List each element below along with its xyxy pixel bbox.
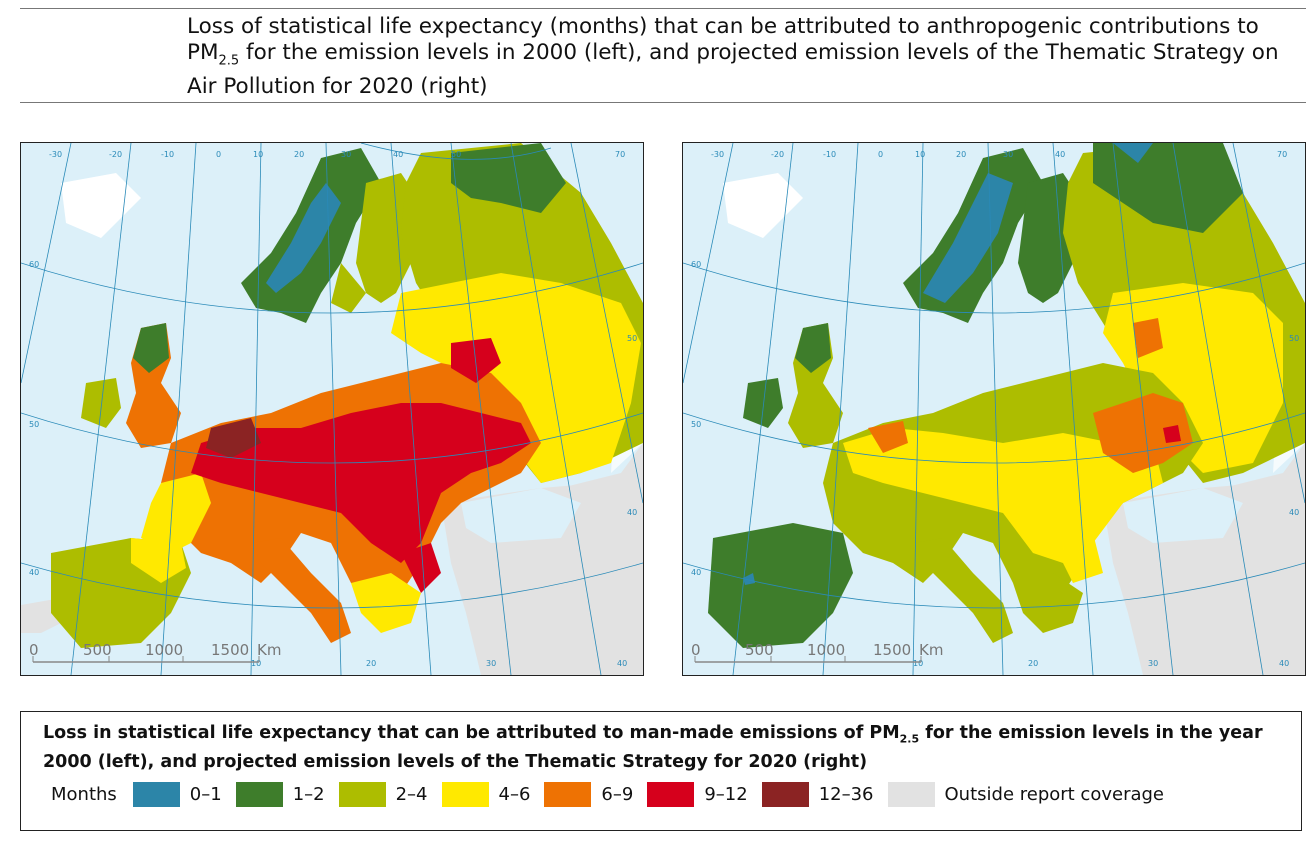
- lon-label: 10: [253, 150, 263, 159]
- scale-label: 1000: [807, 641, 845, 659]
- lat-label: 50: [1289, 334, 1299, 343]
- swatch-outside: [887, 781, 935, 807]
- legend-item-4-6: 4–6: [441, 781, 530, 807]
- lon-label: -30: [711, 150, 724, 159]
- lon-label: -20: [771, 150, 784, 159]
- swatch-2-4: [338, 781, 386, 807]
- lon-label: 30: [341, 150, 351, 159]
- lat-label: 40: [691, 568, 701, 577]
- lat-label: 40: [1289, 508, 1299, 517]
- lon-label: -30: [49, 150, 62, 159]
- lon-label: 70: [615, 150, 625, 159]
- scale-label: 1500: [211, 641, 249, 659]
- legend-item-1-2: 1–2: [235, 781, 325, 807]
- scale-bar: 0 500 1000 1500 Km: [691, 641, 943, 663]
- swatch-1-2: [235, 781, 283, 807]
- swatch-12-36: [761, 781, 809, 807]
- swatch-9-12: [647, 781, 695, 807]
- lon-label: 20: [956, 150, 966, 159]
- scale-label: 500: [83, 641, 112, 659]
- legend-item-12-36: 12–36: [761, 781, 874, 807]
- swatch-4-6: [441, 781, 489, 807]
- lon-label: -10: [161, 150, 174, 159]
- scale-label: Km: [257, 641, 281, 659]
- lon-label: 40: [1055, 150, 1065, 159]
- scale-label: 1000: [145, 641, 183, 659]
- swatch-0-1: [132, 781, 180, 807]
- scale-label: 500: [745, 641, 774, 659]
- title-rule: [20, 102, 1306, 103]
- lon-label: 30: [486, 659, 496, 668]
- lon-label: 10: [915, 150, 925, 159]
- scale-label: 1500: [873, 641, 911, 659]
- legend-item-9-12: 9–12: [647, 781, 748, 807]
- legend-months-label: Months: [51, 783, 117, 805]
- lat-label: 40: [627, 508, 637, 517]
- legend-row: Months 0–1 1–2 2–4 4–6 6–9 9–12 12–36 Ou…: [51, 780, 1291, 808]
- lon-label: 20: [294, 150, 304, 159]
- lon-label: 20: [366, 659, 376, 668]
- legend-item-0-1: 0–1: [132, 781, 222, 807]
- lon-label: 40: [393, 150, 403, 159]
- lon-label: 30: [1148, 659, 1158, 668]
- map-2020[interactable]: -30 -20 -10 0 10 20 30 40 70 60 50 40 50…: [682, 142, 1306, 676]
- scale-bar: 0 500 1000 1500 Km: [29, 641, 281, 663]
- swatch-6-9: [544, 781, 592, 807]
- scale-label: Km: [919, 641, 943, 659]
- figure-title: Loss of statistical life expectancy (mon…: [187, 14, 1279, 100]
- lon-label: 0: [216, 150, 221, 159]
- lat-label: 40: [29, 568, 39, 577]
- lon-label: 20: [1028, 659, 1038, 668]
- legend-item-outside: Outside report coverage: [887, 781, 1164, 807]
- lon-label: 40: [617, 659, 627, 668]
- lat-label: 60: [691, 260, 701, 269]
- scale-label: 0: [29, 641, 39, 659]
- map-2000[interactable]: -30 -20 -10 0 10 20 30 40 50 70 60 50 40…: [20, 142, 644, 676]
- lon-label: -10: [823, 150, 836, 159]
- legend-item-6-9: 6–9: [544, 781, 633, 807]
- top-rule: [20, 8, 1306, 9]
- lon-label: 0: [878, 150, 883, 159]
- lon-label: 70: [1277, 150, 1287, 159]
- lon-label: 10: [913, 659, 923, 668]
- lon-label: 40: [1279, 659, 1289, 668]
- lon-label: 10: [251, 659, 261, 668]
- scale-label: 0: [691, 641, 701, 659]
- lat-label: 60: [29, 260, 39, 269]
- lat-label: 50: [691, 420, 701, 429]
- lon-label: 50: [451, 150, 461, 159]
- lon-label: -20: [109, 150, 122, 159]
- legend-item-2-4: 2–4: [338, 781, 428, 807]
- lat-label: 50: [29, 420, 39, 429]
- lon-label: 30: [1003, 150, 1013, 159]
- lat-label: 50: [627, 334, 637, 343]
- legend-title: Loss in statistical life expectancy that…: [43, 723, 1263, 772]
- legend: Loss in statistical life expectancy that…: [20, 711, 1302, 831]
